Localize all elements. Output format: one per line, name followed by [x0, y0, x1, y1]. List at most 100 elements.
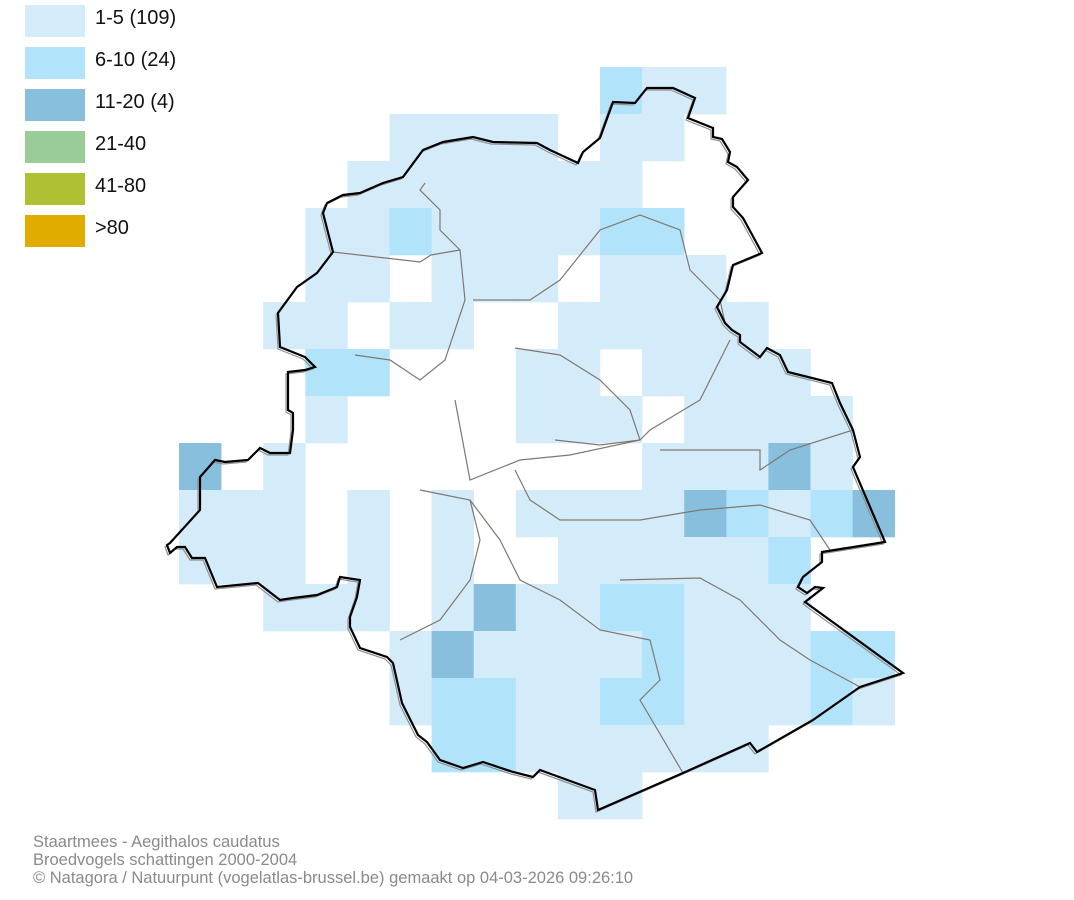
grid-cells: [179, 67, 895, 820]
grid-cell: [642, 584, 685, 632]
legend-label: 11-20 (4): [95, 91, 175, 113]
grid-cell: [642, 349, 685, 397]
grid-cell: [684, 255, 727, 303]
legend-swatch: [25, 215, 85, 247]
grid-cell: [557, 302, 601, 350]
municipality-borders: [332, 182, 861, 774]
grid-cell: [726, 490, 769, 538]
legend-label: 6-10 (24): [95, 49, 177, 71]
legend-label: >80: [95, 217, 129, 239]
grid-cell: [305, 255, 348, 303]
grid-cell: [557, 725, 601, 773]
grid-cell: [600, 396, 643, 444]
grid-cell: [431, 302, 474, 350]
legend-label: 21-40: [95, 133, 147, 155]
grid-cell: [431, 584, 474, 632]
grid-cell: [684, 490, 727, 538]
grid-cell: [557, 490, 601, 538]
municipality-border: [514, 469, 831, 551]
grid-cell: [263, 537, 306, 585]
grid-cell: [389, 678, 432, 726]
grid-cell: [642, 302, 685, 350]
grid-cell: [684, 631, 727, 679]
grid-cell: [347, 255, 390, 303]
grid-cell: [305, 349, 348, 397]
grid-cell: [726, 631, 769, 679]
grid-cell: [515, 208, 559, 256]
grid-cell: [473, 678, 517, 726]
municipality-border: [514, 347, 641, 446]
region-boundary: [165, 86, 906, 812]
municipality-border: [419, 489, 684, 774]
grid-cell: [600, 490, 643, 538]
grid-cell: [347, 490, 390, 538]
grid-cell: [810, 396, 853, 444]
grid-cell: [768, 678, 811, 726]
grid-cell: [389, 161, 432, 209]
municipality-border: [619, 577, 861, 688]
grid-cell: [431, 161, 474, 209]
grid-cell: [642, 255, 685, 303]
grid-cell: [431, 678, 474, 726]
grid-cell: [557, 631, 601, 679]
grid-cell: [600, 114, 643, 162]
grid-cell: [431, 255, 474, 303]
grid-cell: [557, 161, 601, 209]
grid-cell: [473, 208, 517, 256]
grid-cell: [389, 631, 432, 679]
grid-cell: [515, 255, 559, 303]
grid-cell: [557, 396, 601, 444]
grid-cell: [642, 631, 685, 679]
grid-cell: [473, 114, 517, 162]
grid-cell: [726, 302, 769, 350]
grid-cell: [684, 678, 727, 726]
legend-swatch: [25, 5, 85, 37]
grid-cell: [515, 490, 559, 538]
municipality-border: [419, 182, 461, 251]
municipality-border: [332, 249, 466, 381]
grid-cell: [768, 631, 811, 679]
grid-cell: [473, 631, 517, 679]
municipality-border: [473, 214, 726, 324]
grid-cell: [431, 537, 474, 585]
grid-cell: [600, 302, 643, 350]
grid-cell: [600, 584, 643, 632]
grid-cell: [684, 537, 727, 585]
grid-cell: [221, 537, 264, 585]
grid-cell: [600, 161, 643, 209]
grid-cell: [557, 537, 601, 585]
grid-cell: [726, 349, 769, 397]
grid-cell: [305, 302, 348, 350]
grid-cell: [473, 584, 517, 632]
grid-cell: [515, 396, 559, 444]
legend-label: 41-80: [95, 175, 147, 197]
legend-swatch: [25, 131, 85, 163]
grid-cell: [600, 255, 643, 303]
dataset-subtitle: Broedvogels schattingen 2000-2004: [33, 851, 298, 869]
grid-cell: [515, 161, 559, 209]
grid-cell: [347, 584, 390, 632]
grid-cell: [810, 631, 853, 679]
grid-cell: [642, 678, 685, 726]
grid-cell: [768, 396, 811, 444]
grid-cell: [600, 631, 643, 679]
grid-cell: [600, 772, 643, 820]
grid-cell: [305, 208, 348, 256]
legend-label: 1-5 (109): [95, 7, 177, 29]
grid-cell: [431, 631, 474, 679]
grid-cell: [642, 208, 685, 256]
grid-cell: [515, 631, 559, 679]
grid-cell: [600, 208, 643, 256]
grid-cell: [726, 396, 769, 444]
grid-cell: [642, 114, 685, 162]
grid-cell: [600, 725, 643, 773]
grid-cell: [684, 725, 727, 773]
grid-cell: [684, 302, 727, 350]
grid-cell: [515, 349, 559, 397]
grid-cell: [684, 396, 727, 444]
grid-cell: [179, 537, 222, 585]
grid-cell: [600, 537, 643, 585]
grid-cell: [473, 161, 517, 209]
municipality-border: [454, 339, 731, 481]
